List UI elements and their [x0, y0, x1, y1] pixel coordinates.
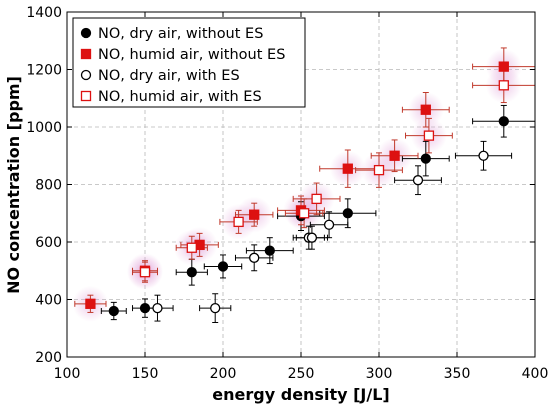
data-point	[420, 153, 431, 164]
markers	[85, 61, 509, 317]
data-point	[323, 219, 335, 230]
x-tick-label: 200	[210, 366, 237, 382]
data-point	[186, 267, 197, 278]
data-point	[373, 164, 385, 176]
data-point	[498, 61, 509, 72]
data-point	[108, 305, 119, 317]
legend-marker	[80, 90, 92, 102]
data-point	[342, 208, 353, 219]
data-point	[186, 242, 197, 253]
data-point	[139, 267, 151, 278]
data-point	[412, 175, 424, 186]
x-tick-label: 350	[444, 366, 471, 382]
data-point	[342, 163, 353, 174]
x-tick-label: 400	[522, 366, 549, 382]
data-point	[210, 302, 221, 314]
legend-marker	[80, 69, 92, 81]
x-tick-label: 100	[54, 366, 81, 382]
legend-marker	[80, 48, 92, 60]
y-tick-label: 1200	[26, 63, 62, 79]
data-point	[217, 261, 229, 272]
y-tick-label: 200	[35, 350, 62, 366]
data-point	[389, 150, 400, 161]
data-point	[498, 116, 509, 127]
data-point	[233, 216, 244, 228]
data-point	[306, 232, 318, 243]
y-tick-label: 1000	[26, 120, 62, 136]
ticks: 100 150 200 250 300 350 400 200 400 600 800 1000 120…	[26, 5, 548, 382]
legend-box	[72, 17, 306, 108]
y-tick-label: 800	[35, 178, 62, 194]
data-point	[311, 193, 322, 205]
data-point	[249, 209, 260, 220]
data-point	[423, 130, 435, 141]
data-point	[264, 245, 275, 256]
y-tick-label: 1400	[26, 5, 62, 21]
data-point	[139, 302, 151, 314]
legend-label: NO, humid air, without ES	[98, 47, 285, 63]
data-point	[478, 150, 489, 161]
legend-label: NO, dry air, with ES	[98, 68, 240, 84]
x-tick-label: 250	[288, 366, 315, 382]
legend: NO, dry air, without ES NO, humid air, wi…	[72, 17, 306, 108]
legend-marker	[80, 27, 92, 39]
data-point	[498, 80, 509, 91]
data-point	[152, 302, 163, 314]
x-axis-label: energy density [J/L]	[212, 385, 389, 404]
data-point	[420, 104, 431, 115]
y-tick-label: 600	[35, 235, 62, 251]
x-tick-label: 150	[132, 366, 159, 382]
data-point	[298, 208, 310, 219]
legend-label: NO, humid air, with ES	[98, 89, 262, 105]
data-point	[85, 298, 96, 309]
y-axis-label: NO concentration [ppm]	[4, 76, 23, 294]
x-tick-label: 300	[366, 366, 393, 382]
y-tick-label: 400	[35, 293, 62, 309]
legend-label: NO, dry air, without ES	[98, 26, 263, 42]
data-point	[249, 252, 260, 263]
